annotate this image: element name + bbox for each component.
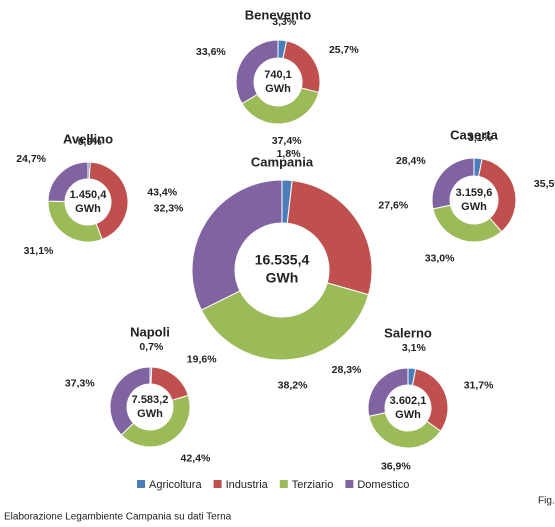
- center-label: GWh: [265, 83, 291, 95]
- slice-label: 28,4%: [396, 155, 426, 167]
- center-label: GWh: [461, 201, 487, 213]
- legend-label: Industria: [226, 479, 269, 491]
- pie-title: Campania: [251, 154, 314, 169]
- center-label: 7.583,2: [132, 394, 169, 406]
- pie-title: Benevento: [245, 7, 312, 22]
- donut-slice: [88, 161, 129, 241]
- donut-slice: [241, 87, 320, 125]
- slice-label: 32,3%: [154, 203, 184, 215]
- center-label: 3.159,6: [456, 187, 493, 199]
- source-note: Elaborazione Legambiente Campania su dat…: [4, 512, 232, 523]
- slice-label: 24,7%: [16, 153, 46, 165]
- center-label: GWh: [75, 203, 101, 215]
- fig-label: Fig.: [538, 496, 555, 507]
- donut-slice: [367, 367, 409, 417]
- slice-label: 33,6%: [196, 46, 226, 58]
- pie-title: Salerno: [384, 325, 432, 340]
- center-label: 16.535,4: [255, 252, 310, 268]
- slice-label: 35,5%: [534, 178, 555, 190]
- legend-swatch: [137, 480, 145, 488]
- slice-label: 25,7%: [329, 44, 359, 56]
- center-label: 3.602,1: [390, 395, 427, 407]
- slice-label: 37,3%: [65, 377, 95, 389]
- slice-label: 27,6%: [378, 199, 408, 211]
- slice-label: 31,7%: [464, 380, 494, 392]
- slice-label: 38,2%: [278, 379, 308, 391]
- pie-title: Avellino: [63, 131, 113, 146]
- slice-label: 33,0%: [425, 253, 455, 265]
- legend-swatch: [279, 480, 288, 488]
- slice-label: 36,9%: [381, 461, 411, 473]
- legend-swatch: [213, 480, 222, 488]
- legend-label: Agricoltura: [149, 479, 202, 491]
- slice-label: 28,3%: [332, 364, 362, 376]
- slice-label: 42,4%: [181, 452, 211, 464]
- slice-label: 3,1%: [468, 132, 493, 144]
- legend-swatch: [345, 480, 354, 488]
- donut-slice: [109, 366, 151, 436]
- donut-slice: [431, 157, 475, 210]
- slice-label: 43,4%: [147, 187, 177, 199]
- donut-slice: [47, 161, 89, 203]
- center-label: GWh: [266, 270, 299, 286]
- pie-title: Napoli: [130, 324, 170, 339]
- donut-slice: [191, 179, 283, 311]
- slice-label: 3,1%: [402, 342, 427, 354]
- slice-label: 19,6%: [187, 353, 217, 365]
- donut-slice: [120, 394, 191, 448]
- slice-label: 37,4%: [272, 135, 302, 147]
- center-label: 740,1: [264, 69, 292, 81]
- legend-label: Domestico: [357, 479, 409, 491]
- donut-slice: [286, 180, 373, 296]
- center-label: 1.450,4: [70, 189, 108, 201]
- legend-label: Terziario: [292, 479, 334, 491]
- slice-label: 1,8%: [277, 148, 302, 160]
- donut-slice: [235, 39, 279, 105]
- pie-title: Caserta: [450, 127, 498, 142]
- slice-label: 0,7%: [139, 341, 164, 353]
- donut-slice: [200, 282, 370, 361]
- slice-label: 3,3%: [272, 16, 297, 28]
- center-label: GWh: [137, 408, 163, 420]
- slice-label: 31,1%: [24, 245, 54, 257]
- center-label: GWh: [395, 409, 421, 421]
- slice-label: 0,9%: [78, 136, 103, 148]
